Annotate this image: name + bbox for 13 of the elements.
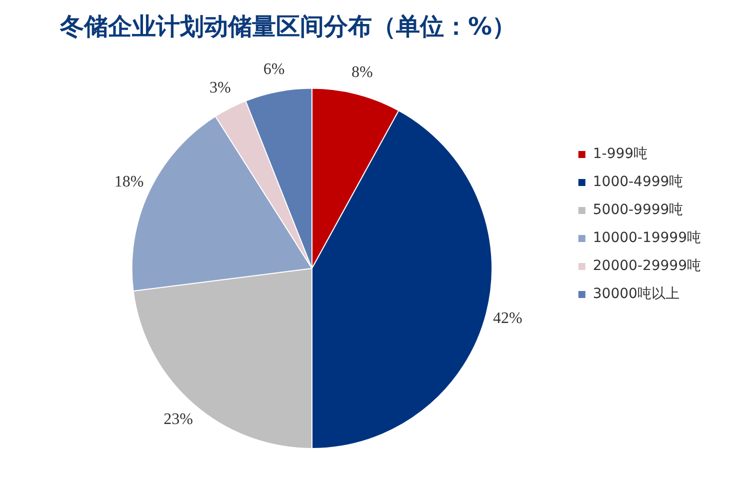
data-label: 6%: [263, 61, 285, 78]
chart-title: 冬储企业计划动储量区间分布（单位：%）: [59, 12, 516, 41]
legend-label: 20000-29999吨: [592, 258, 701, 274]
data-label: 23%: [164, 411, 193, 428]
data-label: 42%: [493, 310, 522, 327]
legend-label: 1-999吨: [592, 146, 648, 162]
legend-label: 10000-19999吨: [592, 230, 701, 246]
legend-label: 5000-9999吨: [592, 202, 684, 218]
data-label: 8%: [352, 64, 373, 81]
data-label: 3%: [210, 80, 231, 97]
legend-label: 30000吨以上: [592, 286, 680, 302]
data-label: 18%: [114, 174, 144, 191]
legend-label: 1000-4999吨: [592, 174, 684, 190]
